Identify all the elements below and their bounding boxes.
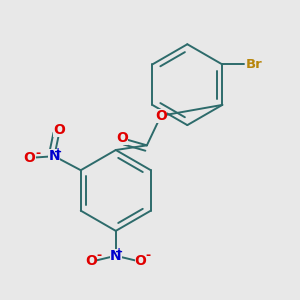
Text: -: -: [35, 147, 40, 160]
Text: O: O: [116, 130, 128, 145]
Text: O: O: [135, 254, 147, 268]
Text: -: -: [145, 249, 150, 262]
Text: +: +: [54, 148, 62, 158]
Text: -: -: [96, 249, 101, 262]
Text: Br: Br: [246, 58, 262, 71]
Text: +: +: [116, 247, 124, 257]
Text: O: O: [155, 109, 167, 123]
Text: O: O: [85, 254, 97, 268]
Text: O: O: [53, 123, 65, 137]
Text: N: N: [110, 249, 122, 263]
Text: O: O: [23, 151, 35, 165]
Text: N: N: [49, 149, 60, 163]
